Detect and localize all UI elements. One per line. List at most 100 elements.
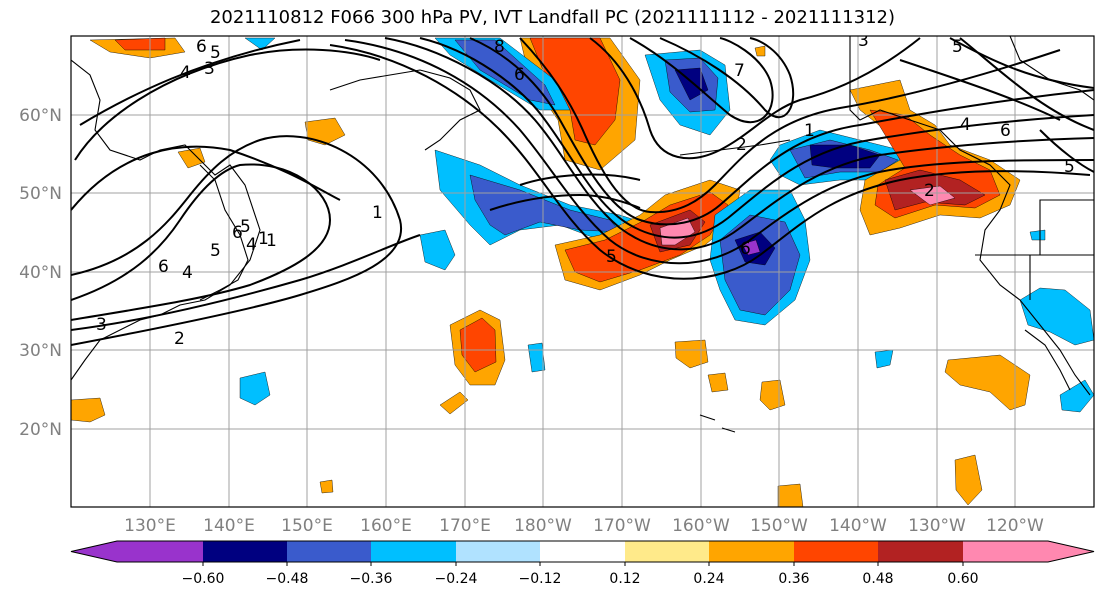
shade-region <box>777 483 804 507</box>
colorbar-segment <box>287 541 371 562</box>
contour-label: 5 <box>210 43 221 63</box>
contour-label: 5 <box>606 247 617 267</box>
lon-label: 150°W <box>750 516 808 536</box>
contour-labels: 6 5 4 3 1 6 5 4 3 2 6 5 4 1 1 8 6 7 2 1 … <box>96 31 1075 349</box>
contour-label: 6 <box>232 223 243 243</box>
lat-label: 30°N <box>19 341 62 361</box>
contour-label: 8 <box>494 37 505 57</box>
shade-region <box>459 317 497 373</box>
lon-label: 120°W <box>986 516 1044 536</box>
colorbar-tick-label: 0.24 <box>693 571 724 587</box>
shade-region <box>304 117 346 146</box>
contour-label: 5 <box>210 241 221 261</box>
contour-label: 2 <box>174 329 185 349</box>
contour-label: 6 <box>514 65 525 85</box>
colorbar-segment <box>794 541 878 562</box>
lon-label: 140°W <box>829 516 887 536</box>
colorbar-segment <box>878 541 963 562</box>
contour-label: 4 <box>960 115 971 135</box>
contour-label: 6 <box>740 239 751 259</box>
plot-frame <box>70 35 1095 508</box>
shade-region <box>527 342 546 373</box>
contour-label: 6 <box>1000 121 1011 141</box>
shade-region <box>244 37 276 51</box>
shade-region <box>707 372 729 393</box>
shade-region <box>944 354 1031 411</box>
lon-label: 140°E <box>203 516 255 536</box>
contour-label: 1 <box>258 229 269 249</box>
longitude-labels: 130°E 140°E 150°E 160°E 170°E 180°W 170°… <box>124 516 1044 536</box>
colorbar-tick-label: 0.36 <box>778 571 809 587</box>
colorbar-tick-label: −0.24 <box>435 571 478 587</box>
lat-label: 40°N <box>19 263 62 283</box>
map-plot-area: 6 5 4 3 1 6 5 4 3 2 6 5 4 1 1 8 6 7 2 1 … <box>71 31 1094 507</box>
shade-region <box>419 229 456 271</box>
shade-region <box>754 45 766 57</box>
shade-region <box>954 454 983 506</box>
lon-label: 130°W <box>908 516 966 536</box>
colorbar-tick-label: 0.60 <box>947 571 978 587</box>
shade-region <box>114 37 166 51</box>
shade-region <box>177 147 206 169</box>
graticule <box>71 36 1094 507</box>
colorbar-segment <box>203 541 287 562</box>
colorbar-segment <box>456 541 540 562</box>
contour-label: 3 <box>204 59 215 79</box>
lon-label: 180°W <box>514 516 572 536</box>
colorbar-segment <box>371 541 456 562</box>
map-title: 2021110812 F066 300 hPa PV, IVT Landfall… <box>209 7 896 28</box>
contour-label: 6 <box>196 37 207 57</box>
shade-region <box>874 349 894 369</box>
shade-region <box>759 379 786 411</box>
lon-label: 130°E <box>124 516 176 536</box>
contour-label: 7 <box>734 61 745 81</box>
lon-label: 170°E <box>439 516 491 536</box>
colorbar-segment <box>71 541 203 562</box>
contour-label: 1 <box>804 121 815 141</box>
colorbar-segment <box>963 541 1094 562</box>
shade-region <box>741 239 761 256</box>
contour-label: 4 <box>182 263 193 283</box>
lon-label: 160°E <box>360 516 412 536</box>
shade-region <box>1019 287 1094 346</box>
colorbar-tick-label: 0.48 <box>862 571 893 587</box>
contour-label: 1 <box>266 231 277 251</box>
contour-label: 2 <box>924 181 935 201</box>
lat-label: 50°N <box>19 184 62 204</box>
shade-region <box>71 397 106 423</box>
colorbar-tick-label: −0.12 <box>519 571 562 587</box>
shade-region <box>674 339 709 369</box>
colorbar-segment <box>709 541 794 562</box>
latitude-labels: 60°N 50°N 40°N 30°N 20°N <box>19 106 62 440</box>
colorbar: −0.60 −0.48 −0.36 −0.24 −0.12 0.12 0.24 … <box>70 540 1095 587</box>
contour-label: 4 <box>246 235 257 255</box>
lon-label: 170°W <box>593 516 651 536</box>
contour-label: 4 <box>180 63 191 83</box>
shade-region <box>1029 229 1046 241</box>
shade-region <box>1059 379 1094 413</box>
contour-label: 2 <box>736 135 747 155</box>
lon-label: 160°W <box>672 516 730 536</box>
contour-label: 3 <box>96 315 107 335</box>
shade-region <box>439 391 469 415</box>
colorbar-tick-label: −0.36 <box>350 571 393 587</box>
shade-region <box>909 185 956 206</box>
contour-label: 5 <box>1064 157 1075 177</box>
colorbar-segment <box>540 541 625 562</box>
shade-region <box>319 479 334 494</box>
contour-label: 1 <box>372 203 383 223</box>
contour-label: 5 <box>952 37 963 57</box>
lon-label: 150°E <box>281 516 333 536</box>
contour-label: 3 <box>858 31 869 51</box>
colorbar-tick-label: −0.48 <box>266 571 309 587</box>
colorbar-tick-label: 0.12 <box>609 571 640 587</box>
pv-contours <box>71 37 1094 346</box>
shade-region <box>454 39 556 106</box>
colorbar-tick-label: −0.60 <box>182 571 225 587</box>
lat-label: 20°N <box>19 420 62 440</box>
lat-label: 60°N <box>19 106 62 126</box>
contour-label: 6 <box>158 257 169 277</box>
shade-region <box>239 371 271 406</box>
contour-label: 5 <box>240 217 251 237</box>
